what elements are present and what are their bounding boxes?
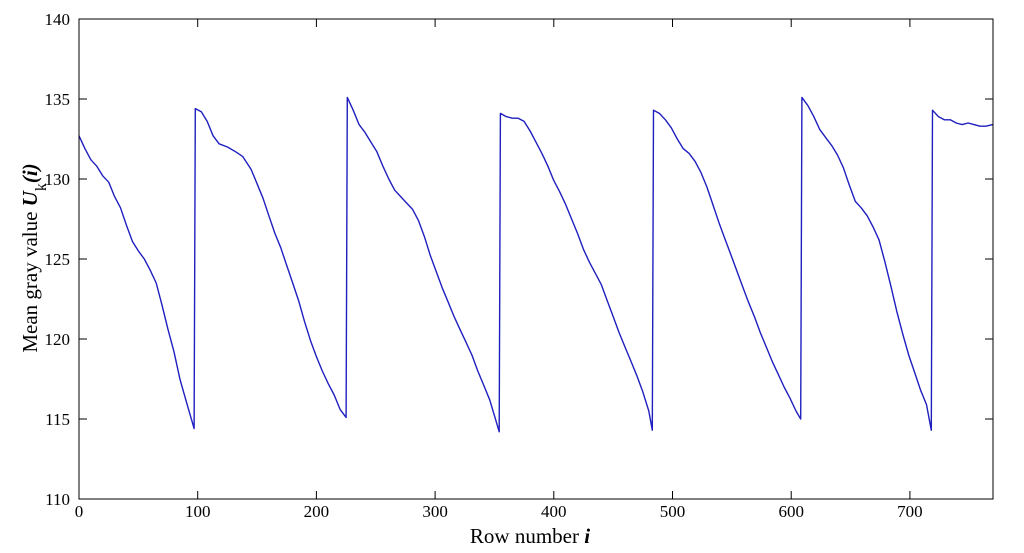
x-tick-label: 400	[541, 502, 567, 521]
y-tick-label: 130	[45, 170, 71, 189]
y-axis-ticks: 110 115 120 125 130 135 140	[45, 10, 993, 509]
x-axis-title-text: Row number	[470, 524, 584, 548]
y-tick-label: 115	[45, 410, 70, 429]
y-tick-label: 125	[45, 250, 71, 269]
y-axis-title: Mean gray value Uk(i)	[18, 163, 50, 352]
x-axis-title: Row number i	[470, 524, 590, 548]
x-tick-label: 300	[422, 502, 448, 521]
y-tick-label: 110	[45, 490, 70, 509]
x-tick-label: 500	[660, 502, 686, 521]
x-axis-ticks: 0 100 200 300 400 500 600 700	[75, 19, 923, 521]
series-line	[78, 96, 994, 433]
x-axis-title-var: i	[584, 524, 590, 548]
x-tick-label: 0	[75, 502, 84, 521]
y-tick-label: 120	[45, 330, 71, 349]
y-axis-title-var: U	[18, 189, 42, 206]
y-axis-title-sub: k	[33, 183, 50, 191]
y-axis-title-arg: (i)	[18, 163, 42, 183]
y-tick-label: 135	[45, 90, 71, 109]
y-tick-label: 140	[45, 10, 71, 29]
y-axis-title-text: Mean gray value	[18, 206, 42, 352]
x-tick-label: 600	[778, 502, 804, 521]
x-tick-label: 100	[185, 502, 211, 521]
x-tick-label: 200	[304, 502, 330, 521]
x-tick-label: 700	[897, 502, 923, 521]
plot-frame	[78, 18, 994, 500]
